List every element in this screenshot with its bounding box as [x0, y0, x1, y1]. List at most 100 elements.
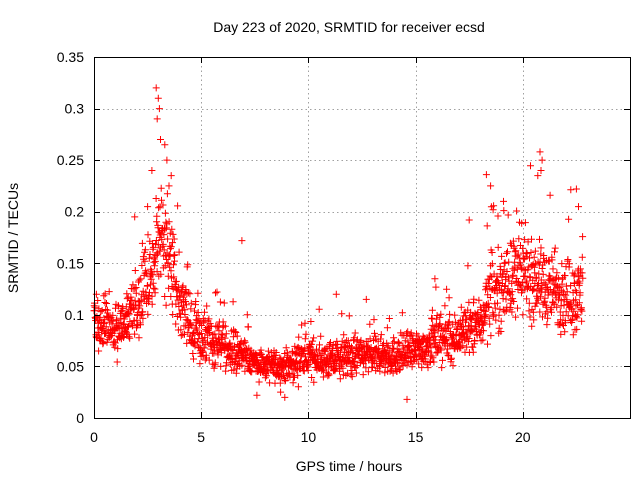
- data-point: [165, 182, 173, 190]
- data-point: [496, 305, 504, 313]
- data-point: [512, 313, 520, 321]
- y-tick-label: 0.2: [65, 204, 85, 220]
- data-point: [95, 347, 103, 355]
- data-point: [479, 320, 487, 328]
- data-point: [114, 345, 122, 353]
- data-point: [485, 314, 493, 322]
- data-point: [561, 328, 569, 336]
- data-point: [96, 313, 104, 321]
- data-point: [160, 246, 168, 254]
- data-point: [255, 378, 263, 386]
- data-point: [567, 282, 575, 290]
- data-point: [529, 308, 537, 316]
- data-point: [166, 252, 174, 260]
- data-point: [166, 263, 174, 271]
- data-point: [156, 203, 164, 211]
- data-point: [479, 336, 487, 344]
- data-point: [431, 275, 439, 283]
- data-point: [395, 366, 403, 374]
- y-tick-label: 0: [76, 410, 84, 426]
- data-point: [186, 290, 194, 298]
- data-point: [366, 335, 374, 343]
- data-point: [211, 330, 219, 338]
- data-point: [153, 115, 161, 123]
- data-point: [525, 299, 533, 307]
- data-point: [151, 262, 159, 270]
- data-point: [569, 331, 577, 339]
- data-point: [310, 378, 318, 386]
- data-point: [390, 334, 398, 342]
- data-point: [157, 270, 165, 278]
- data-point: [131, 330, 139, 338]
- data-point: [451, 311, 459, 319]
- data-point: [551, 248, 558, 256]
- data-point: [182, 322, 190, 330]
- data-point: [232, 329, 240, 336]
- data-point: [154, 224, 162, 232]
- data-point: [172, 320, 180, 328]
- data-point: [147, 275, 155, 283]
- data-point: [144, 282, 152, 289]
- data-point: [529, 286, 537, 294]
- data-point: [528, 322, 536, 330]
- data-point: [446, 310, 454, 318]
- data-point: [162, 301, 170, 309]
- data-point: [536, 148, 544, 156]
- data-point: [163, 156, 171, 164]
- data-point: [141, 257, 149, 265]
- data-point: [398, 360, 406, 368]
- data-point: [500, 266, 508, 274]
- data-point: [565, 215, 573, 223]
- data-point: [276, 379, 284, 387]
- data-point: [377, 331, 385, 339]
- data-point: [155, 204, 163, 212]
- data-point: [182, 301, 190, 309]
- data-point: [421, 355, 429, 363]
- data-point: [465, 216, 473, 224]
- data-point: [238, 361, 246, 369]
- data-point: [378, 357, 386, 365]
- data-point: [500, 207, 508, 215]
- data-point: [169, 311, 177, 318]
- data-point: [295, 333, 303, 341]
- data-point: [325, 371, 333, 379]
- data-point: [137, 321, 144, 329]
- data-point: [532, 274, 540, 282]
- data-point: [320, 367, 328, 375]
- data-point: [131, 267, 139, 274]
- data-point: [540, 252, 548, 259]
- data-point: [490, 202, 498, 210]
- data-point: [504, 211, 512, 219]
- data-point: [307, 318, 315, 325]
- data-point: [439, 356, 446, 364]
- data-point: [167, 245, 174, 253]
- data-point: [125, 333, 133, 341]
- data-point: [141, 246, 149, 254]
- data-point: [171, 280, 179, 288]
- data-point: [508, 272, 516, 280]
- data-point: [206, 329, 214, 337]
- data-point: [470, 295, 478, 303]
- data-point: [406, 342, 414, 349]
- data-point: [495, 279, 502, 287]
- data-point: [503, 249, 510, 257]
- data-point: [567, 186, 575, 194]
- data-point: [158, 196, 165, 204]
- data-point: [569, 312, 577, 320]
- data-point: [384, 342, 392, 350]
- data-point: [563, 288, 571, 296]
- data-point: [445, 294, 453, 302]
- data-point: [105, 288, 113, 296]
- data-point: [305, 360, 313, 368]
- data-point: [119, 320, 127, 328]
- data-point: [518, 219, 526, 227]
- data-point: [339, 364, 347, 372]
- data-point: [350, 358, 358, 366]
- data-point: [528, 235, 535, 243]
- data-point: [97, 308, 105, 316]
- data-point: [553, 303, 561, 311]
- data-point: [539, 313, 546, 321]
- data-point: [213, 288, 221, 296]
- data-point: [304, 366, 312, 374]
- data-point: [432, 315, 440, 323]
